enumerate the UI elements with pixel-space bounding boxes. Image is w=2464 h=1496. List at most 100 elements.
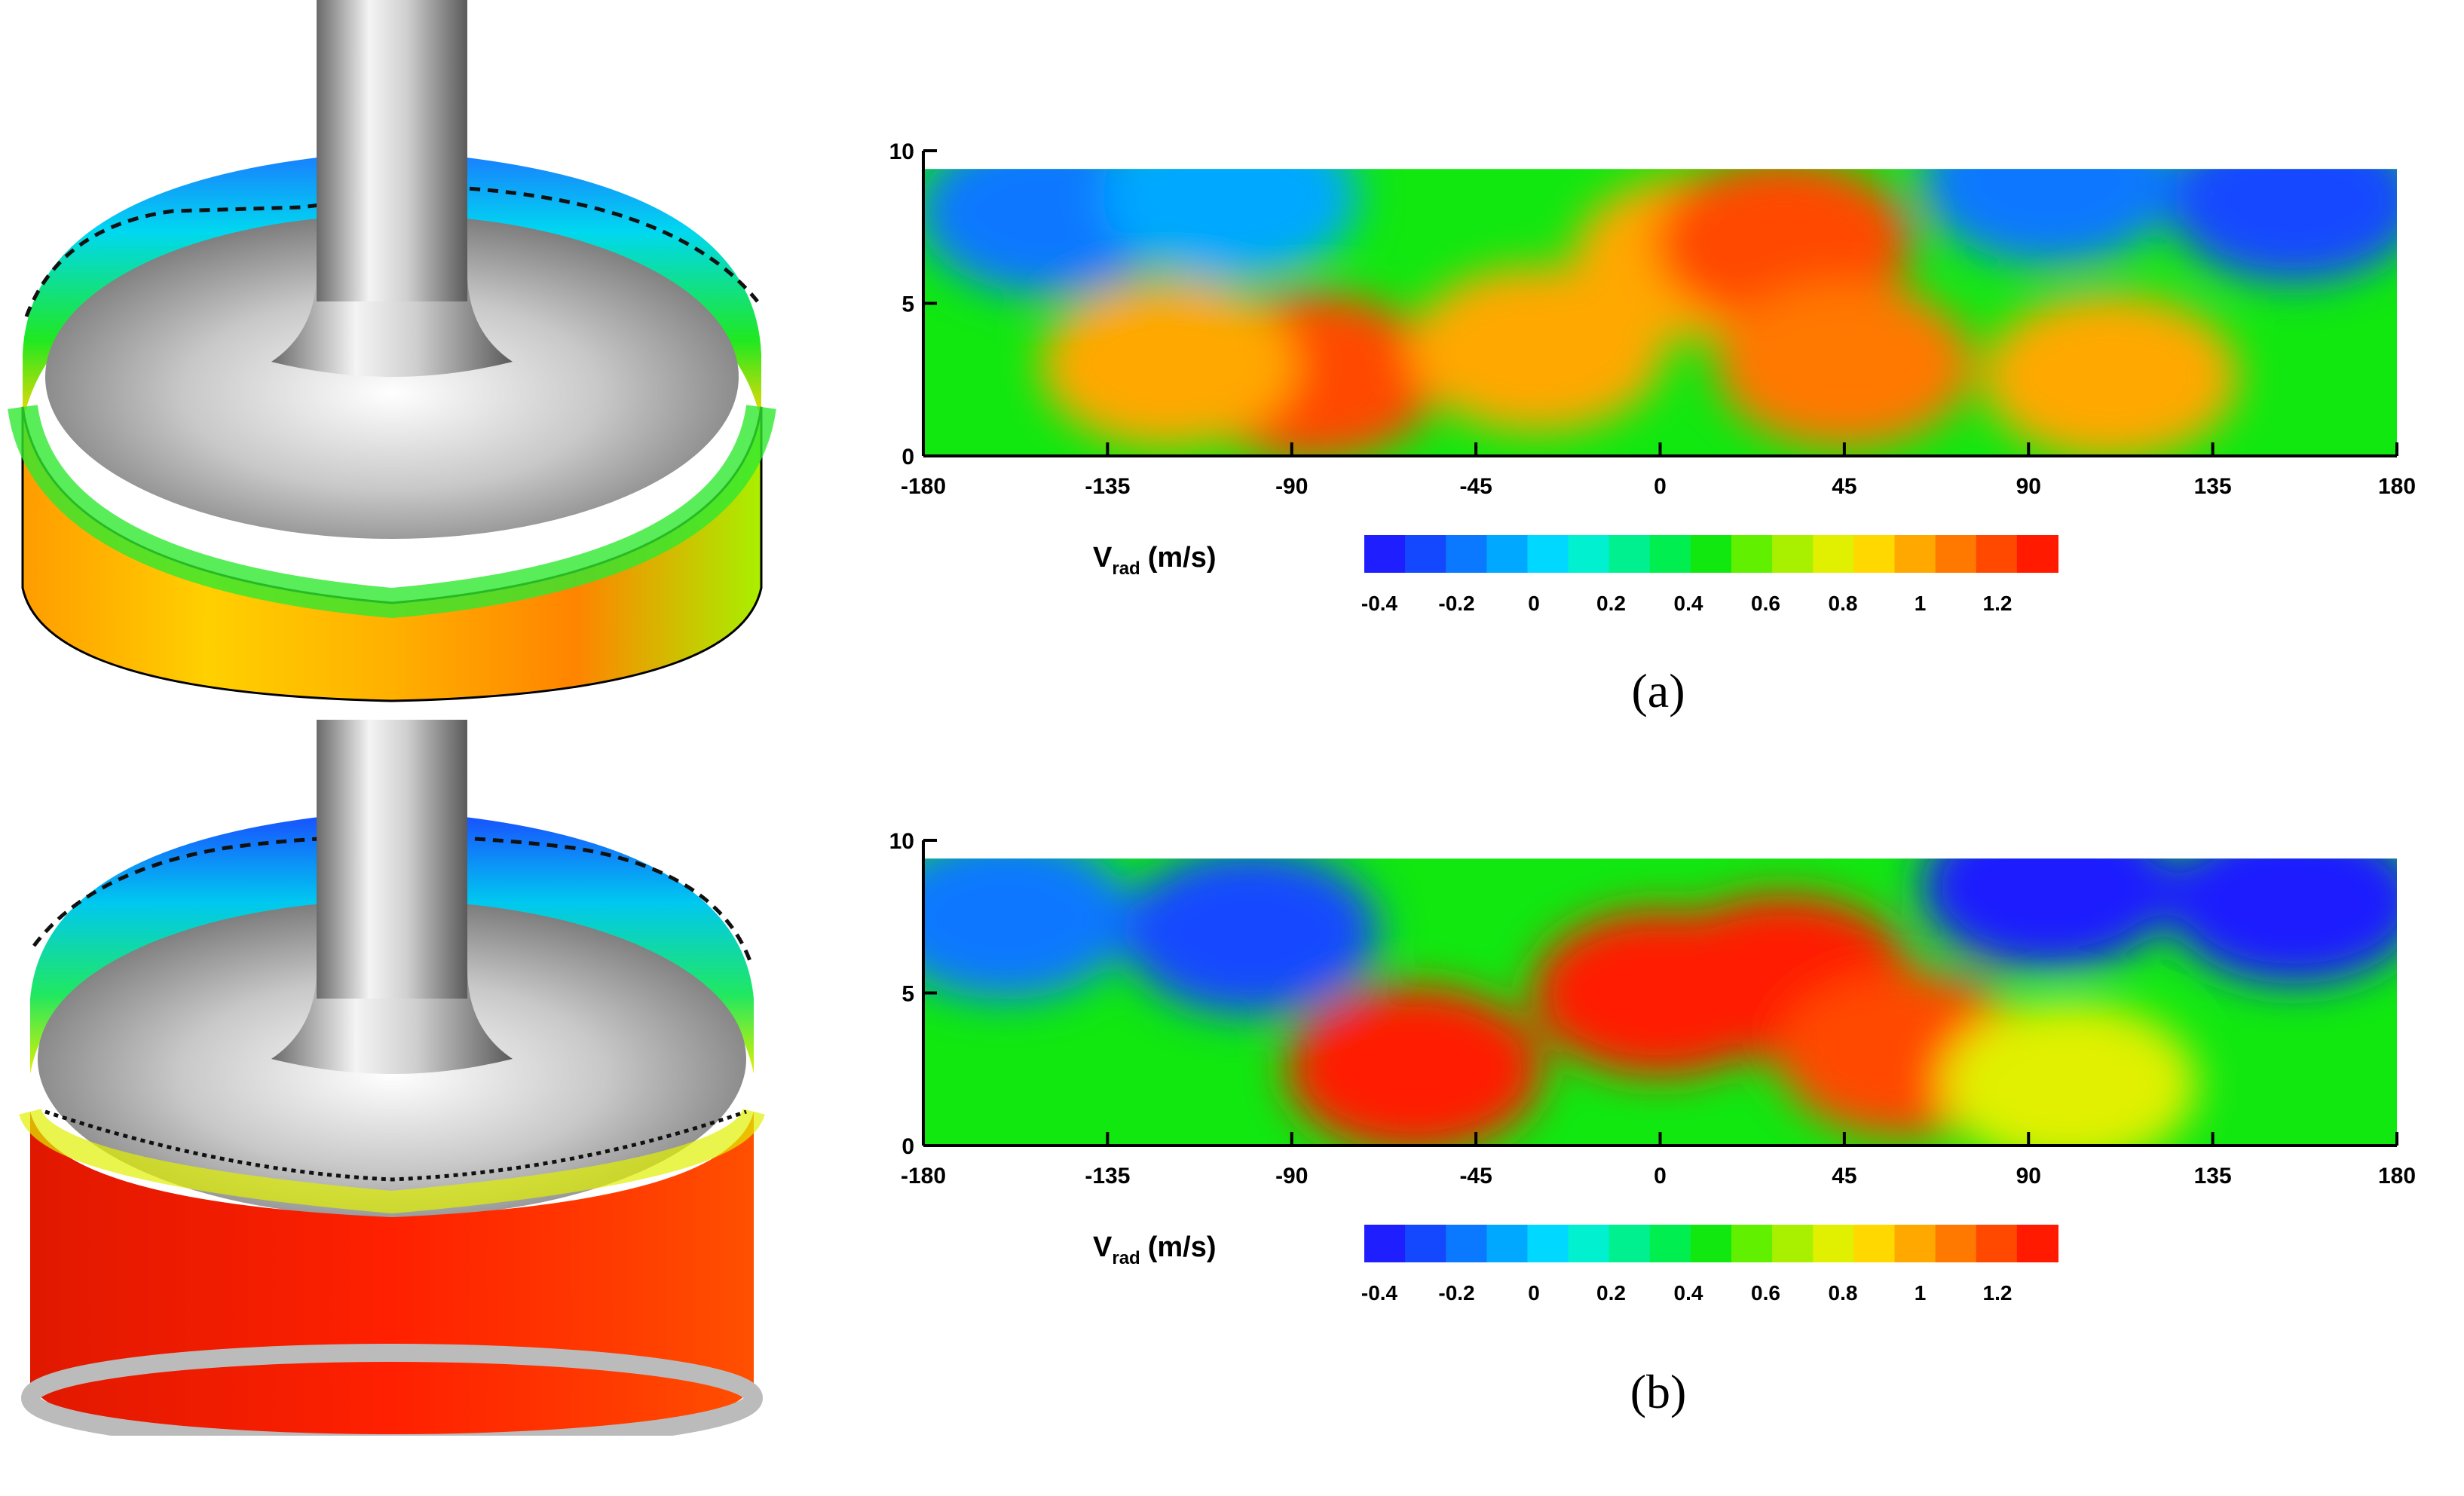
x-tick-label: 135 [2194, 474, 2232, 499]
colorbar-tick-label: 0 [1528, 592, 1540, 615]
x-tick-label: 45 [1832, 1164, 1856, 1189]
x-tick-label: 90 [2016, 1164, 2041, 1189]
colorbar: -0.4 -0.2 0 0.2 0.4 0.6 0.8 1 1.2 Vrad (m/s) [1093, 535, 2058, 615]
ring-back-wall [23, 151, 761, 422]
field-blob [2166, 858, 2397, 984]
colorbar-tick-label: 1 [1915, 1281, 1927, 1305]
colorbar-tick-label: 0.8 [1829, 592, 1858, 615]
colorbar-tick-label: 1.2 [1983, 1281, 2013, 1305]
x-tick-label: 180 [2378, 1164, 2416, 1189]
field-blob [1040, 281, 1297, 448]
field-blob [2166, 169, 2397, 283]
colorbar-swatch [1405, 535, 1447, 573]
colorbar-swatch [1976, 535, 2018, 573]
colorbar-swatch [1364, 1225, 1406, 1262]
colorbar-label: Vrad (m/s) [1093, 1231, 1217, 1268]
colorbar-swatch [1813, 1225, 1855, 1262]
field-blob [1921, 858, 2178, 969]
colorbar-swatch [1894, 1225, 1936, 1262]
field-blob [1716, 281, 1973, 448]
x-tick-label: -180 [901, 474, 946, 499]
colorbar-swatch [1690, 535, 1733, 573]
colorbar-swatch [1731, 535, 1774, 573]
x-tick-label: 90 [2016, 474, 2041, 499]
x-tick-label: -135 [1085, 1164, 1130, 1189]
colorbar-tick-label: 0 [1528, 1281, 1540, 1305]
x-tick-label: 180 [2378, 474, 2416, 499]
x-tick-label: 135 [2194, 1164, 2232, 1189]
y-tick-label: 0 [901, 445, 914, 470]
colorbar-swatch [1649, 535, 1691, 573]
colorbar-tick-label: 0.4 [1674, 1281, 1703, 1305]
colorbar-swatch [1608, 1225, 1651, 1262]
colorbar-label: Vrad (m/s) [1093, 542, 1217, 579]
caption-b: (b) [1630, 1365, 1687, 1418]
x-tick-label: 45 [1832, 474, 1856, 499]
colorbar-swatch [1894, 535, 1936, 573]
colorbar-swatch [1405, 1225, 1447, 1262]
colorbar-swatch [1935, 1225, 1977, 1262]
colorbar-tick-label: -0.2 [1438, 1281, 1474, 1305]
colorbar-swatch [1446, 1225, 1488, 1262]
x-tick-label: -45 [1459, 474, 1492, 499]
colorbar-swatch [1568, 1225, 1610, 1262]
colorbar-swatch [2016, 1225, 2058, 1262]
contour-map-b: -180 -135 -90 -45 0 45 90 135 180 0 5 10 -0.4 -0.2 0 0.… [889, 829, 2416, 1305]
colorbar-swatch [1853, 1225, 1896, 1262]
field-blob [1982, 293, 2239, 457]
y-tick-label: 10 [889, 139, 914, 164]
colorbar-tick-label: -0.4 [1361, 592, 1398, 615]
contour-field [923, 858, 2397, 1146]
contour-field [923, 169, 2397, 457]
colorbar-swatch [1527, 1225, 1569, 1262]
x-tick-label: 0 [1654, 1164, 1667, 1189]
field-blob [1122, 858, 1379, 1015]
colorbar-swatch [1649, 1225, 1691, 1262]
colorbar-swatch [1976, 1225, 2018, 1262]
field-blob [1286, 986, 1543, 1146]
colorbar-swatch [1772, 1225, 1814, 1262]
colorbar-swatch [1364, 535, 1406, 573]
field-blob [1941, 1002, 2198, 1146]
x-tick-label: -90 [1275, 1164, 1308, 1189]
colorbar-tick-label: 1.2 [1983, 592, 2013, 615]
contour-map-a: -180 -135 -90 -45 0 45 90 135 180 0 5 10 -0.4 -0.2 0 0.… [889, 139, 2416, 615]
colorbar-tick-label: 0.4 [1674, 592, 1703, 615]
colorbar-swatch [1690, 1225, 1733, 1262]
y-tick-label: 5 [901, 292, 914, 317]
valve-stem [317, 720, 467, 999]
colorbar-swatch [1813, 535, 1855, 573]
colorbar: -0.4 -0.2 0 0.2 0.4 0.6 0.8 1 1.2 Vrad (m/s) [1093, 1225, 2058, 1305]
x-tick-label: -90 [1275, 474, 1308, 499]
x-tick-label: -180 [901, 1164, 946, 1189]
x-tick-label: -45 [1459, 1164, 1492, 1189]
field-blob [1102, 169, 1359, 280]
y-tick-label: 10 [889, 829, 914, 854]
valve-stem [317, 0, 467, 301]
colorbar-swatch [1935, 535, 1977, 573]
axes: -180 -135 -90 -45 0 45 90 135 180 0 5 10 [889, 829, 2416, 1189]
x-tick-label: 0 [1654, 474, 1667, 499]
colorbar-tick-label: 0.2 [1596, 1281, 1626, 1305]
y-tick-label: 5 [901, 982, 914, 1007]
field-blob [923, 858, 1134, 1000]
colorbar-tick-label: 0.6 [1751, 1281, 1780, 1305]
colorbar-swatch [1608, 535, 1651, 573]
field-blob [1921, 169, 2178, 265]
colorbar-swatch [1568, 535, 1610, 573]
valve-render-b [19, 720, 765, 1436]
colorbar-swatch [2016, 535, 2058, 573]
y-tick-label: 0 [901, 1134, 914, 1159]
colorbar-tick-label: 0.8 [1829, 1281, 1858, 1305]
colorbar-tick-label: -0.4 [1361, 1281, 1398, 1305]
x-tick-label: -135 [1085, 474, 1130, 499]
colorbar-swatch [1486, 535, 1529, 573]
axes: -180 -135 -90 -45 0 45 90 135 180 0 5 10 [889, 139, 2416, 499]
colorbar-tick-label: 1 [1915, 592, 1927, 615]
colorbar-swatch [1527, 535, 1569, 573]
colorbar-tick-label: 0.6 [1751, 592, 1780, 615]
colorbar-swatch [1731, 1225, 1774, 1262]
colorbar-swatch [1446, 535, 1488, 573]
colorbar-swatch [1772, 535, 1814, 573]
valve-render-a [8, 0, 776, 702]
